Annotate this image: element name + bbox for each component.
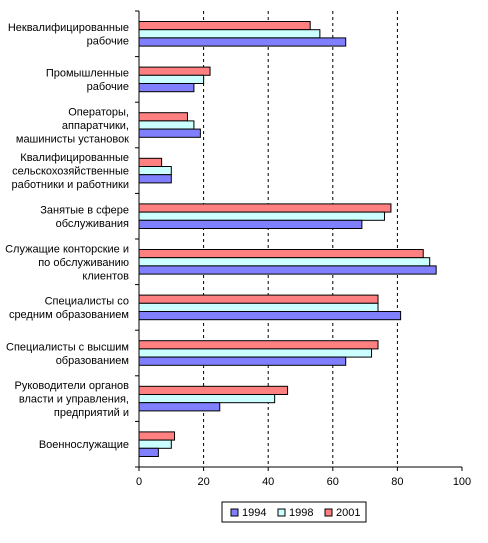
category-label: Занятые в сфере (40, 204, 129, 216)
category-label: аппаратчики, (62, 120, 129, 132)
category-label: образованием (56, 355, 129, 367)
bar-1994-3 (138, 128, 201, 138)
bar-2001-7 (138, 294, 379, 304)
bar-2001-10 (138, 431, 176, 441)
bar-1998-1 (138, 29, 321, 39)
category-label: власти и управления, (19, 394, 129, 406)
category-label: машинисты установок (16, 134, 129, 146)
bar-2001-9 (138, 385, 289, 395)
bar-1994-1 (138, 37, 347, 47)
bar-1998-5 (138, 211, 385, 221)
category-label: Специалисты с высшим (6, 341, 129, 353)
category-label: клиентов (82, 270, 129, 282)
bar-2001-6 (138, 249, 424, 259)
bar-2001-4 (138, 157, 163, 168)
bar-1998-2 (138, 74, 205, 85)
category-label: рабочие (87, 81, 129, 93)
x-tick-label: 20 (197, 476, 209, 488)
category-label: Операторы, (68, 107, 129, 119)
category-label: работники и работники (11, 179, 129, 191)
bar-2001-2 (138, 66, 211, 76)
legend-label: 1994 (242, 507, 266, 519)
x-tick-label: 0 (136, 476, 142, 488)
bar-1998-3 (138, 120, 195, 130)
bar-1994-10 (138, 447, 159, 457)
bar-1994-9 (138, 402, 221, 412)
bar-1998-9 (138, 394, 276, 404)
legend-swatch-2001 (324, 508, 333, 517)
bar-2001-3 (138, 112, 188, 122)
bar-1998-10 (138, 439, 172, 449)
category-label: Неквалифицированные (8, 22, 129, 34)
x-tick-label: 60 (327, 476, 339, 488)
x-tick-label: 80 (391, 476, 403, 488)
category-label: сельскохозяйственные (12, 166, 129, 178)
bar-1998-7 (138, 302, 379, 312)
category-label: обслуживания (56, 218, 129, 230)
category-label: Руководители органов (15, 380, 130, 392)
category-label: по обслуживанию (38, 257, 129, 269)
bar-1994-7 (138, 311, 402, 321)
bar-1994-2 (138, 83, 195, 93)
x-tick-label: 40 (262, 476, 274, 488)
legend (221, 501, 367, 523)
legend-swatch-1998 (277, 508, 286, 517)
category-label: предприятий и (54, 407, 129, 419)
bar-1994-8 (138, 356, 347, 366)
bar-1998-8 (138, 348, 373, 358)
category-label: Служащие конторские и (5, 243, 129, 255)
bar-2001-1 (138, 21, 311, 31)
bar-1994-5 (138, 219, 363, 230)
category-label: Военнослужащие (39, 439, 129, 451)
category-label: Специалисты со (45, 296, 129, 308)
bar-1994-6 (138, 265, 437, 275)
bar-1998-4 (138, 166, 172, 176)
bar-1998-6 (138, 257, 431, 267)
category-label: Промышленные (46, 68, 129, 80)
category-label: Квалифицированные (20, 152, 129, 164)
bar-2001-5 (138, 203, 392, 213)
legend-label: 2001 (336, 507, 360, 519)
x-tick-label: 100 (453, 476, 471, 488)
legend-label: 1998 (289, 507, 313, 519)
legend-swatch-1994 (230, 508, 239, 517)
category-label: средним образованием (9, 309, 129, 321)
bar-2001-8 (138, 340, 379, 350)
category-label: рабочие (87, 36, 129, 48)
bar-1994-4 (138, 174, 172, 184)
